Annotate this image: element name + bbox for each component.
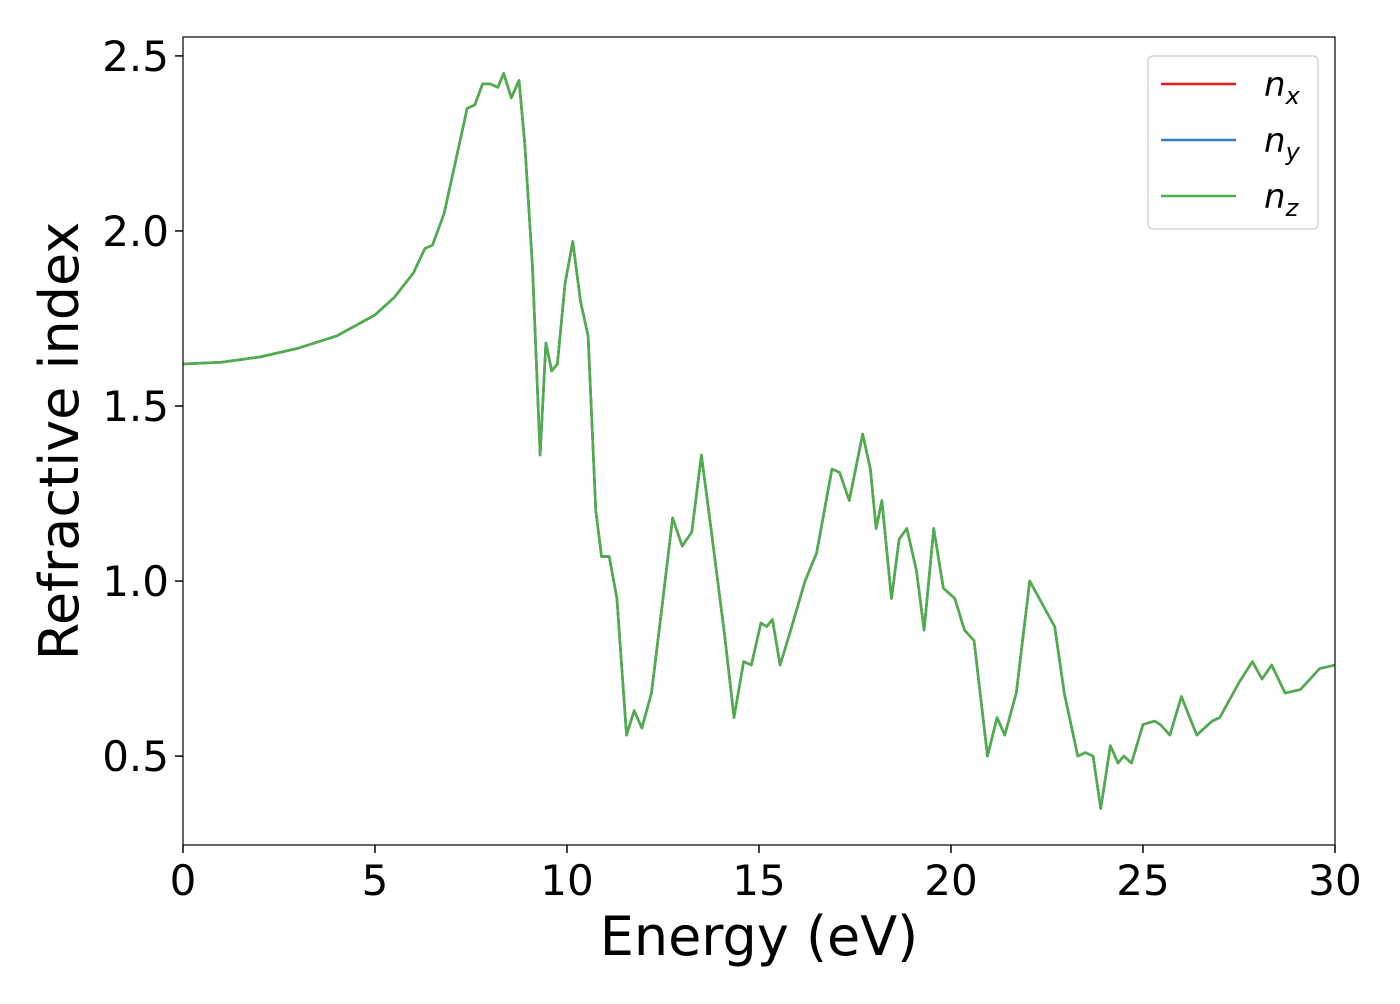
y-tick-label: 2.0 [102, 207, 169, 256]
y-tick-label: 2.5 [102, 32, 169, 81]
x-tick-label: 5 [362, 856, 389, 905]
x-tick-label: 20 [924, 856, 977, 905]
legend-label: nz [1264, 177, 1300, 222]
y-axis-label: Refractive index [28, 222, 91, 661]
legend-label: ny [1264, 121, 1301, 166]
line-series [182, 72, 1336, 810]
plot-frame [182, 36, 1336, 846]
legend-label: nx [1264, 65, 1301, 110]
x-tick-label: 25 [1116, 856, 1169, 905]
y-tick-label: 0.5 [102, 732, 169, 781]
legend-box [1147, 55, 1319, 230]
y-tick-label: 1.0 [102, 557, 169, 606]
x-axis-label: Energy (eV) [600, 905, 919, 968]
x-tick-label: 0 [170, 856, 197, 905]
x-tick-label: 30 [1308, 856, 1361, 905]
x-tick-label: 10 [540, 856, 593, 905]
x-tick-label: 15 [732, 856, 785, 905]
y-tick-label: 1.5 [102, 382, 169, 431]
